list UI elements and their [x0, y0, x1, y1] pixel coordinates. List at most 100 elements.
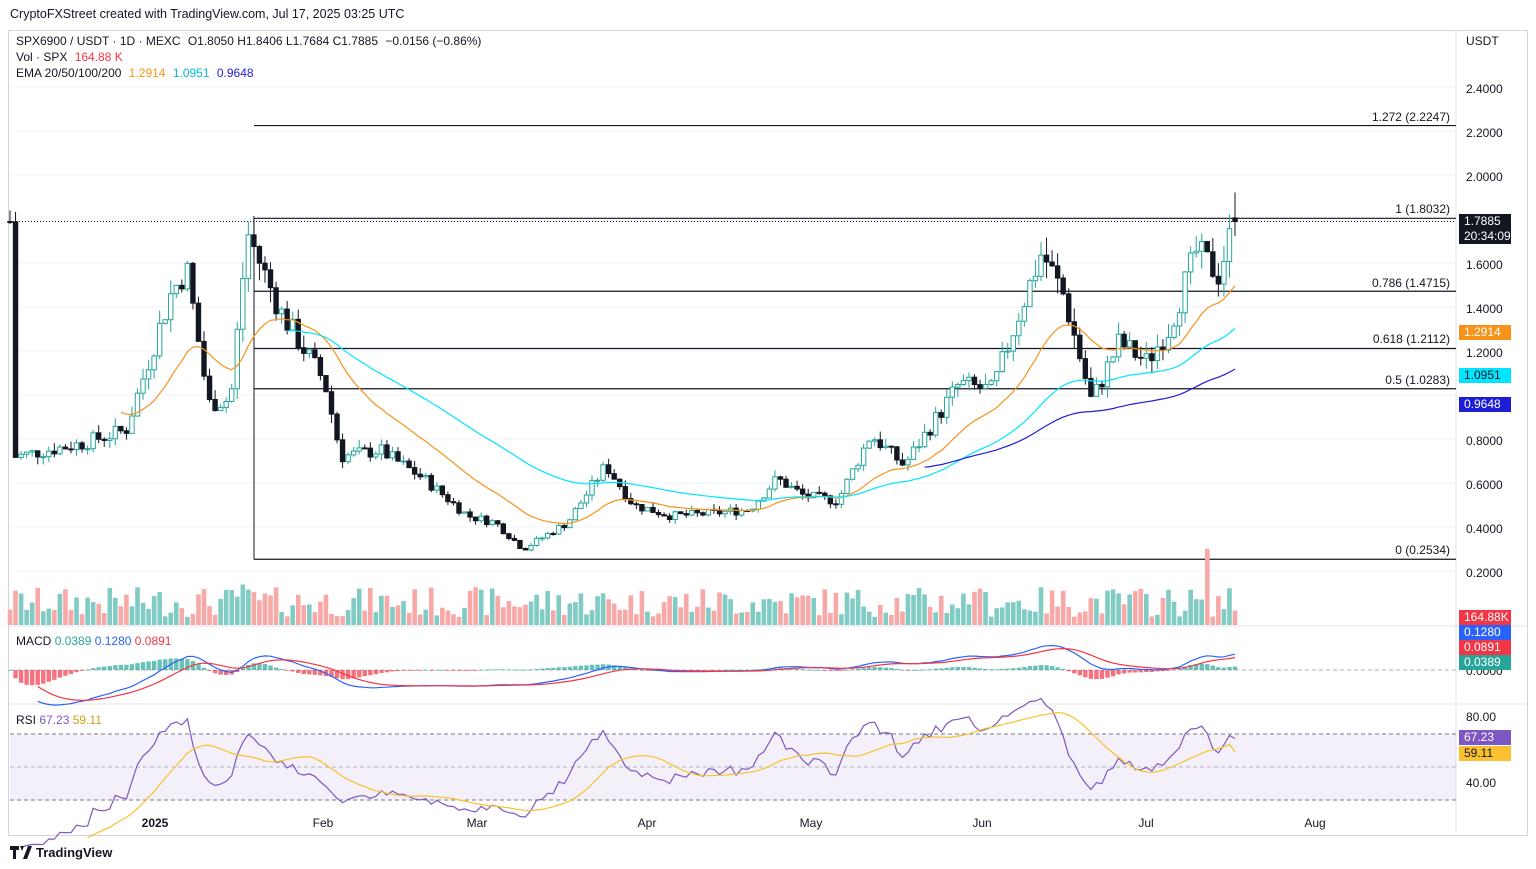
volume-bar	[1171, 601, 1177, 625]
candle-body	[533, 537, 540, 546]
volume-bar	[750, 602, 756, 625]
macd-hist-bar	[390, 670, 395, 672]
macd-hist-bar	[878, 667, 883, 670]
candle-body	[328, 391, 335, 415]
volume-bar	[744, 612, 750, 625]
volume-bar	[1149, 616, 1155, 625]
candle-body	[145, 369, 152, 380]
last-price: 1.7885	[1464, 214, 1501, 228]
time-tick: Jul	[1138, 816, 1154, 830]
volume-bar	[1155, 614, 1160, 625]
macd-hist-bar	[124, 664, 129, 670]
candle-body	[777, 476, 784, 480]
macd-hist-bar	[994, 669, 999, 671]
candle-body	[860, 447, 867, 466]
macd-hist-tag: 0.0389	[1459, 655, 1511, 670]
candle-body	[190, 262, 196, 304]
macd-hist-bar	[1083, 670, 1088, 678]
ema50-tag: 1.0951	[1459, 368, 1511, 383]
volume-bar	[1116, 593, 1121, 625]
candle-body	[90, 432, 96, 450]
macd-hist-bar	[174, 658, 179, 670]
candle-body	[206, 375, 213, 400]
symbol-name[interactable]: SPX6900 / USDT · 1D · MEXC	[16, 34, 181, 48]
currency-button[interactable]: USDT	[1466, 34, 1499, 48]
volume-bar	[1033, 611, 1038, 625]
volume-bar	[905, 594, 911, 625]
volume-bar	[889, 614, 894, 625]
volume-bar	[573, 602, 578, 625]
candle-body	[1187, 252, 1194, 273]
macd-hist-bar	[927, 669, 933, 671]
tradingview-logo[interactable]: TradingView	[10, 845, 112, 860]
macd-hist-bar	[146, 661, 151, 670]
macd-hist-bar	[373, 670, 379, 675]
macd-hist-bar	[617, 666, 622, 670]
macd-hist-bar	[151, 660, 157, 670]
symbol-legend[interactable]: SPX6900 / USDT · 1D · MEXC O1.8050 H1.84…	[16, 34, 485, 48]
macd-hist-bar	[417, 670, 423, 671]
candle-body	[428, 474, 434, 491]
candle-body	[400, 460, 407, 463]
candle-body	[522, 548, 529, 551]
volume-bar	[1227, 588, 1232, 625]
macd-hist-bar	[894, 668, 900, 670]
macd-legend[interactable]: MACD 0.0389 0.1280 0.0891	[16, 634, 171, 648]
candle-body	[162, 319, 168, 324]
ema50-value: 1.0951	[172, 66, 210, 80]
candle-body	[822, 492, 828, 497]
volume-bar	[412, 589, 417, 625]
macd-hist-bar	[828, 670, 833, 671]
candle-body	[666, 515, 673, 520]
time-tick: Apr	[637, 816, 657, 830]
macd-hist-bar	[634, 669, 639, 670]
macd-hist-value: 0.0389	[54, 634, 92, 648]
volume-bar	[683, 593, 689, 625]
candle-body	[1005, 350, 1011, 353]
macd-hist-bar	[733, 669, 739, 671]
macd-hist-bar	[1049, 666, 1055, 670]
candle-body	[628, 498, 634, 505]
volume-bar	[839, 614, 844, 625]
volume-bar	[478, 589, 484, 625]
volume-bar	[157, 592, 162, 625]
volume-bar	[173, 602, 179, 625]
macd-hist-bar	[412, 670, 417, 671]
candle-body	[112, 425, 119, 440]
volume-bar	[561, 614, 567, 625]
volume-bar	[611, 603, 617, 625]
volume-bar	[1199, 599, 1205, 625]
volume-bar	[639, 590, 645, 625]
volume-bar	[672, 597, 678, 625]
volume-bar	[911, 595, 916, 625]
last-price-tag: 1.7885 20:34:09	[1459, 214, 1511, 244]
macd-hist-bar	[939, 668, 944, 670]
candle-body	[694, 509, 701, 514]
candle-body	[600, 464, 606, 481]
volume-bar	[761, 599, 767, 625]
fib-label: 0 (0.2534)	[1395, 543, 1450, 557]
macd-hist-bar	[983, 668, 988, 670]
volume-bar	[257, 600, 262, 625]
candle-body	[539, 537, 545, 540]
volume-bar	[484, 615, 489, 625]
candle-body	[1171, 325, 1177, 338]
candle-body	[12, 221, 19, 458]
candle-body	[134, 392, 141, 417]
candle-body	[1115, 333, 1122, 358]
volume-bar	[57, 593, 63, 625]
macd-hist-bar	[467, 670, 473, 671]
candle-body	[855, 464, 861, 470]
macd-hist-bar	[573, 666, 578, 670]
rsi-legend[interactable]: RSI 67.23 59.11	[16, 713, 102, 727]
brand-name: TradingView	[36, 845, 113, 860]
ema-legend[interactable]: EMA 20/50/100/200 1.2914 1.0951 0.9648	[16, 66, 258, 80]
macd-hist-bar	[212, 670, 218, 674]
macd-hist-bar	[456, 670, 462, 671]
volume-legend[interactable]: Vol · SPX 164.88 K	[16, 50, 127, 64]
candle-body	[1054, 265, 1061, 279]
volume-bar	[966, 604, 972, 625]
candle-body	[411, 467, 418, 475]
ema20-value: 1.2914	[128, 66, 166, 80]
